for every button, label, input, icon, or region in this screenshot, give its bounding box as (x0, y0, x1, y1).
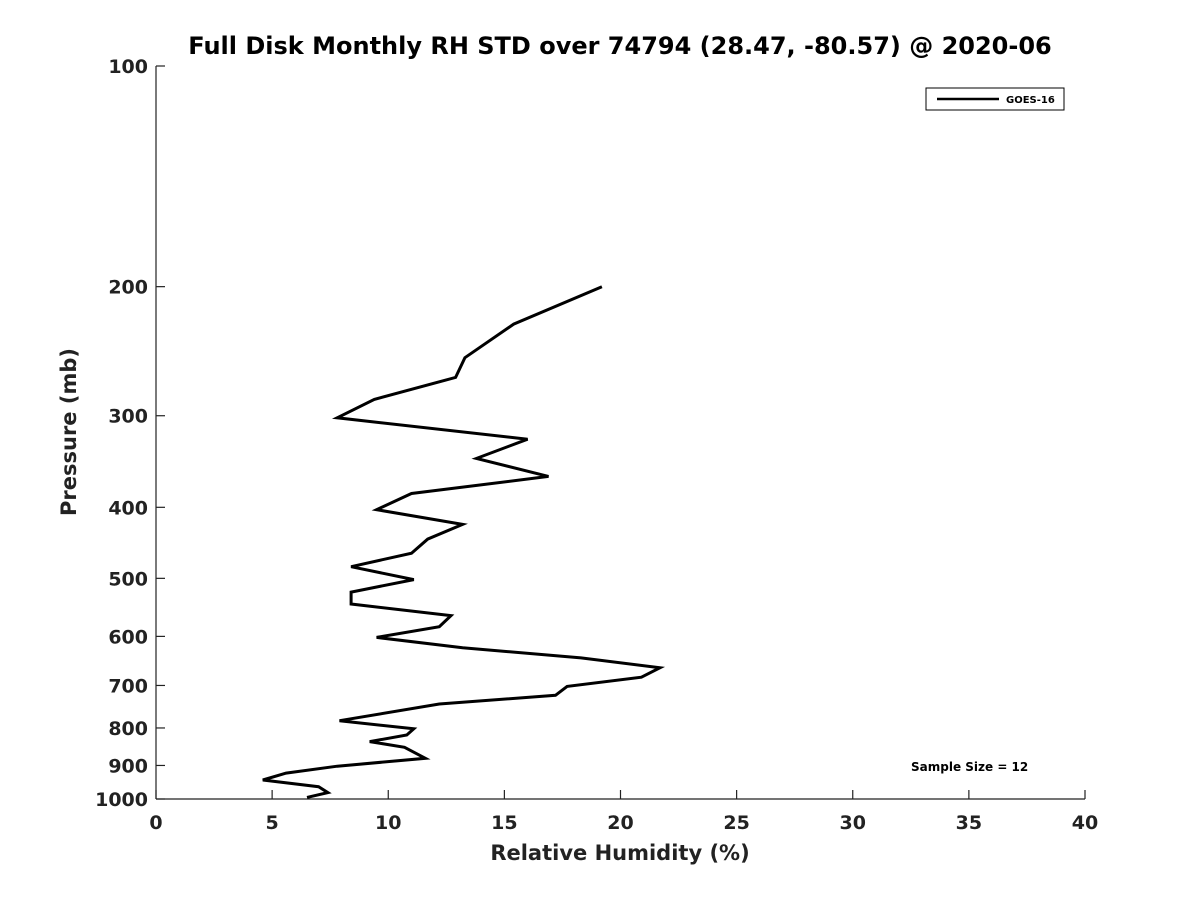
x-tick-label: 25 (723, 812, 749, 834)
y-tick-label: 700 (108, 675, 148, 697)
sample-size-note: Sample Size = 12 (911, 760, 1028, 774)
x-axis-label: Relative Humidity (%) (490, 841, 749, 865)
legend: GOES-16 (925, 87, 1065, 111)
y-tick-label: 900 (108, 755, 148, 777)
x-tick-label: 15 (491, 812, 517, 834)
y-axis-label: Pressure (mb) (57, 348, 81, 516)
x-tick-label: 20 (607, 812, 633, 834)
y-tick-label: 400 (108, 497, 148, 519)
chart-title: Full Disk Monthly RH STD over 74794 (28.… (188, 32, 1051, 60)
x-tick-label: 0 (149, 812, 162, 834)
plot-area: 0 5 10 15 20 25 30 35 40 100 200 300 400 500 600 700 800… (95, 56, 1098, 834)
x-tick-label: 5 (266, 812, 279, 834)
x-tick-label: 10 (375, 812, 401, 834)
x-tick-label: 40 (1072, 812, 1098, 834)
y-tick-label: 800 (108, 718, 148, 740)
x-tick-label: 30 (840, 812, 866, 834)
y-tick-label: 100 (108, 56, 148, 78)
y-tick-label: 300 (108, 406, 148, 428)
y-tick-label: 200 (108, 277, 148, 299)
y-tick-label: 600 (108, 626, 148, 648)
legend-label: GOES-16 (1006, 95, 1055, 106)
series-line-goes-16 (262, 285, 666, 799)
x-tick-label: 35 (956, 812, 982, 834)
y-tick-label: 500 (108, 568, 148, 590)
y-tick-label: 1000 (95, 789, 148, 811)
